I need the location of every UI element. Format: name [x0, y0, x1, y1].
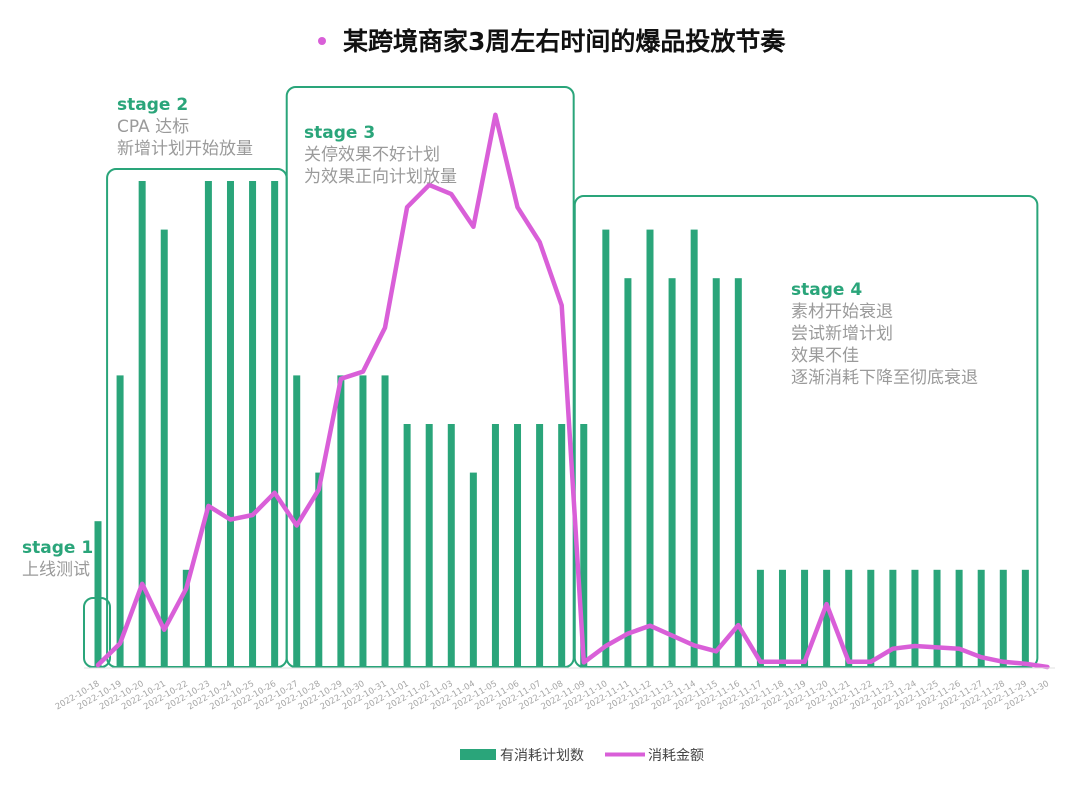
stage-4-desc: 效果不佳 — [791, 346, 859, 366]
line-series — [95, 112, 1050, 670]
bar-2022-11-06 — [514, 424, 522, 667]
stage-4-desc: 尝试新增计划 — [791, 324, 893, 344]
stage-3-desc: 为效果正向计划放量 — [304, 167, 457, 187]
legend-line-label: 消耗金额 — [648, 748, 704, 764]
bar-2022-10-22 — [182, 569, 190, 667]
bar-2022-11-27 — [977, 569, 985, 667]
stage-2-box — [106, 168, 288, 668]
bar-2022-11-23 — [889, 569, 897, 667]
legend-bar-label: 有消耗计划数 — [500, 748, 584, 764]
bar-2022-11-08 — [558, 424, 566, 667]
stage-4-desc: 逐渐消耗下降至彻底衰退 — [791, 368, 978, 388]
bar-2022-11-26 — [955, 569, 963, 667]
title-dot-icon — [318, 37, 326, 45]
stage-2-desc: 新增计划开始放量 — [117, 139, 253, 159]
bar-2022-11-15 — [712, 278, 720, 667]
legend: 有消耗计划数 消耗金额 — [460, 748, 704, 764]
bar-2022-11-25 — [933, 569, 941, 667]
bar-2022-11-09 — [580, 424, 588, 667]
stage-1-title: stage 1 — [22, 538, 93, 558]
bar-2022-10-19 — [116, 375, 124, 667]
bar-2022-10-23 — [204, 181, 212, 667]
bar-2022-10-18 — [94, 521, 102, 667]
stage-4-title: stage 4 — [791, 280, 862, 300]
bar-2022-11-29 — [1021, 569, 1029, 667]
bar-2022-11-04 — [469, 472, 477, 667]
bar-2022-10-30 — [359, 375, 367, 667]
stage-3-desc: 关停效果不好计划 — [304, 145, 440, 165]
bar-2022-11-22 — [867, 569, 875, 667]
bar-2022-11-20 — [823, 569, 831, 667]
bar-2022-10-26 — [271, 181, 279, 667]
stage-1-desc: 上线测试 — [22, 560, 90, 580]
bar-2022-11-13 — [668, 278, 676, 667]
bar-2022-11-16 — [734, 278, 742, 667]
bar-2022-11-18 — [778, 569, 786, 667]
bar-2022-11-14 — [690, 229, 698, 667]
bar-2022-11-02 — [425, 424, 433, 667]
bar-2022-10-21 — [160, 229, 168, 667]
bar-2022-10-31 — [381, 375, 389, 667]
bar-2022-11-19 — [801, 569, 809, 667]
bar-2022-11-17 — [756, 569, 764, 667]
bar-2022-10-20 — [138, 181, 146, 667]
bar-2022-11-28 — [999, 569, 1007, 667]
chart-title-group: 某跨境商家3周左右时间的爆品投放节奏 — [318, 27, 786, 56]
stage-2-title: stage 2 — [117, 95, 188, 115]
bar-2022-10-24 — [226, 181, 234, 667]
x-tick-labels: 2022-10-182022-10-192022-10-202022-10-21… — [54, 679, 1051, 712]
bar-2022-11-01 — [403, 424, 411, 667]
bar-2022-11-07 — [536, 424, 544, 667]
bar-2022-10-28 — [315, 472, 323, 667]
bar-2022-11-03 — [447, 424, 455, 667]
stage-3-title: stage 3 — [304, 123, 375, 143]
bar-2022-11-11 — [624, 278, 632, 667]
bar-2022-11-24 — [911, 569, 919, 667]
spend-line — [95, 112, 1050, 670]
bar-2022-11-12 — [646, 229, 654, 667]
chart-title: 某跨境商家3周左右时间的爆品投放节奏 — [343, 27, 786, 56]
stage-2-desc: CPA 达标 — [117, 117, 189, 137]
bar-2022-11-21 — [845, 569, 853, 667]
bar-2022-10-29 — [337, 375, 345, 667]
bar-2022-10-25 — [249, 181, 257, 667]
bar-2022-11-05 — [491, 424, 499, 667]
bar-series — [94, 181, 1029, 667]
legend-bar-swatch — [460, 749, 496, 760]
bar-2022-11-10 — [602, 229, 610, 667]
stage-4-desc: 素材开始衰退 — [791, 302, 893, 322]
